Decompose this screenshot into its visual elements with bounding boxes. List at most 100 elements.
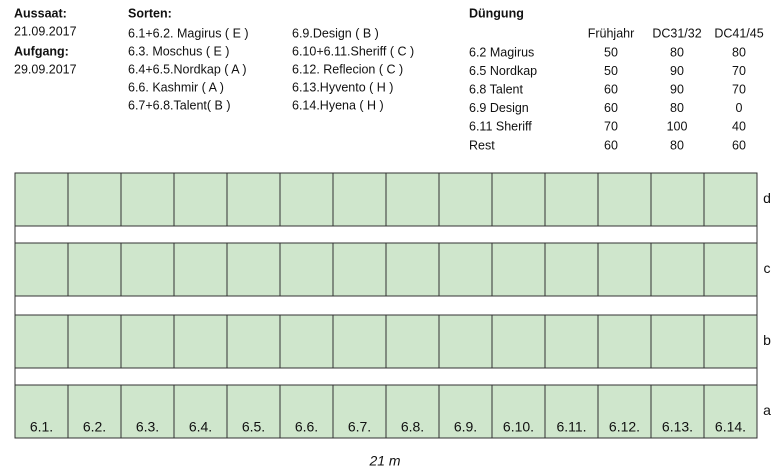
plot	[332, 242, 387, 297]
cell: 80	[732, 45, 746, 59]
plot-label: 6.10.	[503, 419, 534, 435]
plot-label: 6.12.	[609, 419, 640, 435]
cell: 70	[732, 64, 746, 78]
plot-label: 6.4.	[189, 419, 212, 435]
plot	[385, 314, 440, 369]
plot	[67, 314, 122, 369]
plot	[279, 172, 334, 227]
date-label: Aussaat:	[14, 6, 67, 20]
plot	[385, 172, 440, 227]
plot	[491, 314, 546, 369]
plot	[14, 172, 69, 227]
plot	[597, 242, 652, 297]
row-label: d	[763, 190, 771, 206]
plot	[226, 242, 281, 297]
plot	[120, 242, 175, 297]
plot	[14, 242, 69, 297]
sorte: 6.9.Design ( B )	[292, 26, 379, 40]
plot-label: 6.1.	[30, 419, 53, 435]
plot	[544, 314, 599, 369]
cell: 60	[604, 101, 618, 115]
row-label: 6.2 Magirus	[469, 45, 534, 59]
plot	[703, 242, 758, 297]
cell: 60	[604, 138, 618, 152]
plot	[226, 314, 281, 369]
plot	[226, 172, 281, 227]
row-label: 6.5 Nordkap	[469, 64, 537, 78]
cell: 80	[670, 45, 684, 59]
plot	[120, 172, 175, 227]
plot	[332, 172, 387, 227]
cell: 80	[670, 101, 684, 115]
row-label: c	[764, 260, 771, 276]
header: DC31/32	[652, 26, 701, 40]
cell: 80	[670, 138, 684, 152]
field-width: 21 m	[368, 453, 400, 469]
plot	[703, 172, 758, 227]
plot	[14, 384, 69, 439]
plot	[650, 314, 705, 369]
sorte: 6.3. Moschus ( E )	[128, 44, 229, 58]
date-value: 21.09.2017	[14, 24, 77, 38]
plot	[650, 242, 705, 297]
cell: 70	[604, 120, 618, 134]
sorte: 6.7+6.8.Talent( B )	[128, 98, 231, 112]
plot-label: 6.13.	[662, 419, 693, 435]
plot-label: 6.2.	[83, 419, 106, 435]
plot	[67, 172, 122, 227]
date-label: Aufgang:	[14, 44, 69, 58]
row-label: Rest	[469, 138, 495, 152]
plot-label: 6.14.	[715, 419, 746, 435]
plot	[491, 242, 546, 297]
plot-label: 6.3.	[136, 419, 159, 435]
plot	[703, 314, 758, 369]
plot	[279, 314, 334, 369]
cell: 60	[604, 82, 618, 96]
sorte: 6.1+6.2. Magirus ( E )	[128, 26, 249, 40]
plot	[544, 172, 599, 227]
row-label: 6.11 Sheriff	[469, 120, 532, 134]
plot	[14, 314, 69, 369]
cell: 0	[736, 101, 743, 115]
cell: 50	[604, 45, 618, 59]
plot	[173, 314, 228, 369]
sorte: 6.10+6.11.Sheriff ( C )	[292, 44, 414, 58]
plot	[597, 314, 652, 369]
plot	[544, 384, 599, 439]
plot-label: 6.8.	[401, 419, 424, 435]
cell: 90	[670, 64, 684, 78]
sorten-title: Sorten:	[128, 6, 172, 20]
header: DC41/45	[714, 26, 763, 40]
sorte: 6.13.Hyvento ( H )	[292, 80, 393, 94]
plot	[385, 384, 440, 439]
plot	[491, 172, 546, 227]
plot	[332, 384, 387, 439]
plot	[544, 242, 599, 297]
row-label: 6.9 Design	[469, 101, 529, 115]
plot	[650, 172, 705, 227]
plot	[438, 172, 493, 227]
plot-label: 6.7.	[348, 419, 371, 435]
cell: 90	[670, 82, 684, 96]
cell: 100	[667, 120, 688, 134]
plot-label: 6.9.	[454, 419, 477, 435]
header: Frühjahr	[588, 26, 635, 40]
plot	[120, 314, 175, 369]
plot	[438, 384, 493, 439]
cell: 50	[604, 64, 618, 78]
plot-label: 6.6.	[295, 419, 318, 435]
plot	[597, 384, 652, 439]
sorte: 6.6. Kashmir ( A )	[128, 80, 224, 94]
row-label: a	[763, 402, 771, 418]
plot	[279, 384, 334, 439]
row-label: 6.8 Talent	[469, 82, 524, 96]
row-label: b	[763, 332, 771, 348]
plot	[173, 384, 228, 439]
duengung-title: Düngung	[469, 6, 524, 20]
sorte: 6.12. Reflecion ( C )	[292, 62, 403, 76]
plot	[67, 242, 122, 297]
cell: 60	[732, 138, 746, 152]
plot-label: 6.11.	[556, 419, 586, 435]
cell: 70	[732, 82, 746, 96]
